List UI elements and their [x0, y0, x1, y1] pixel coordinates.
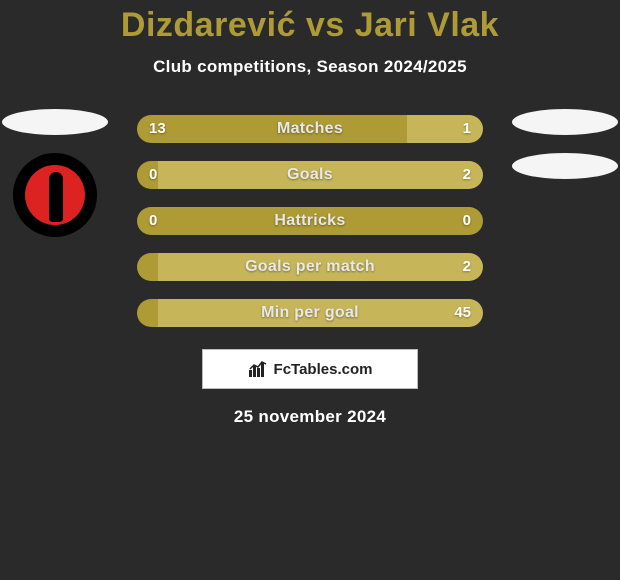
- stat-label: Matches: [137, 115, 483, 143]
- player-right-badges: [510, 109, 620, 179]
- brand-badge: FcTables.com: [202, 349, 418, 389]
- player-right-flag-oval-2: [512, 153, 618, 179]
- stat-bar: 45Min per goal: [137, 299, 483, 327]
- stat-label: Hattricks: [137, 207, 483, 235]
- player-left-club-badge: [13, 153, 97, 237]
- bar-chart-icon: [248, 360, 268, 378]
- stat-bars: 131Matches 02Goals 00Hattricks 2Goals per m…: [137, 115, 483, 327]
- stat-bar: 02Goals: [137, 161, 483, 189]
- page-title: Dizdarević vs Jari Vlak: [0, 0, 620, 45]
- stat-label: Goals per match: [137, 253, 483, 281]
- brand-text: FcTables.com: [274, 361, 373, 378]
- stat-label: Min per goal: [137, 299, 483, 327]
- stat-bar: 131Matches: [137, 115, 483, 143]
- stat-bar: 00Hattricks: [137, 207, 483, 235]
- player-left-badges: [0, 109, 110, 237]
- as-of-date: 25 november 2024: [0, 407, 620, 427]
- player-left-flag-oval: [2, 109, 108, 135]
- stat-label: Goals: [137, 161, 483, 189]
- stat-bar: 2Goals per match: [137, 253, 483, 281]
- player-right-flag-oval-1: [512, 109, 618, 135]
- comparison-content: 131Matches 02Goals 00Hattricks 2Goals per m…: [0, 115, 620, 427]
- page-subtitle: Club competitions, Season 2024/2025: [0, 57, 620, 77]
- club-badge-icon: [25, 165, 85, 225]
